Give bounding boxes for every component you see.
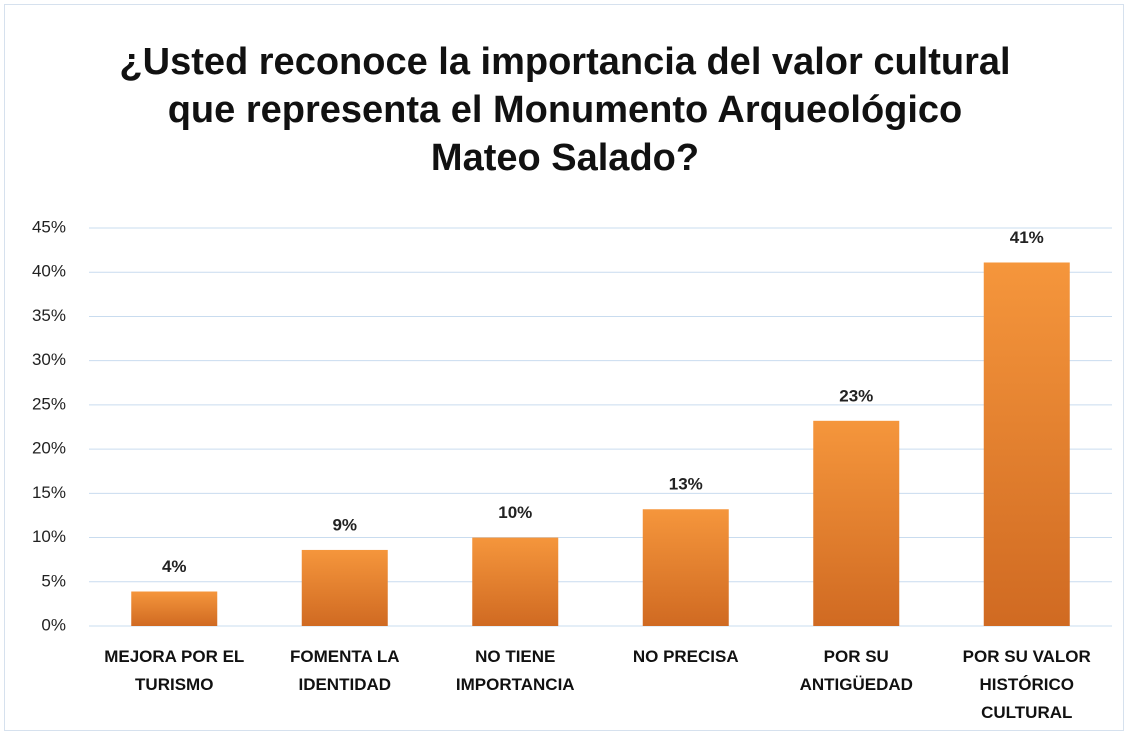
- x-tick-label: POR SU VALOR HISTÓRICO CULTURAL: [962, 647, 1091, 722]
- data-label: 13%: [669, 475, 703, 494]
- bar: [813, 420, 900, 626]
- chart-frame: [4, 4, 1124, 731]
- y-tick-label: 5%: [41, 571, 66, 590]
- bar: [472, 537, 559, 626]
- bar: [983, 262, 1070, 626]
- y-tick-label: 0%: [41, 615, 66, 634]
- x-tick-label: MEJORA POR EL TURISMO: [104, 647, 245, 694]
- bar: [301, 549, 388, 626]
- x-tick-label: POR SU ANTIGÜEDAD: [799, 647, 913, 694]
- y-tick-label: 15%: [32, 483, 66, 502]
- x-tick-label: NO PRECISA: [632, 647, 739, 666]
- y-tick-label: 30%: [32, 350, 66, 369]
- data-label: 4%: [162, 557, 187, 576]
- bar: [131, 591, 218, 626]
- x-tick-label: NO TIENE IMPORTANCIA: [455, 647, 575, 694]
- y-tick-label: 35%: [32, 306, 66, 325]
- y-tick-label: 10%: [32, 527, 66, 546]
- y-tick-label: 40%: [32, 262, 66, 281]
- bar: [642, 509, 729, 626]
- y-tick-label: 20%: [32, 439, 66, 458]
- y-tick-label: 45%: [32, 217, 66, 236]
- data-label: 23%: [839, 386, 873, 405]
- data-label: 9%: [332, 515, 357, 534]
- data-label: 10%: [498, 503, 532, 522]
- x-tick-label: FOMENTA LA IDENTIDAD: [289, 647, 400, 694]
- y-tick-label: 25%: [32, 394, 66, 413]
- data-label: 41%: [1010, 228, 1044, 247]
- chart-title: ¿Usted reconoce la importancia del valor…: [119, 41, 1011, 179]
